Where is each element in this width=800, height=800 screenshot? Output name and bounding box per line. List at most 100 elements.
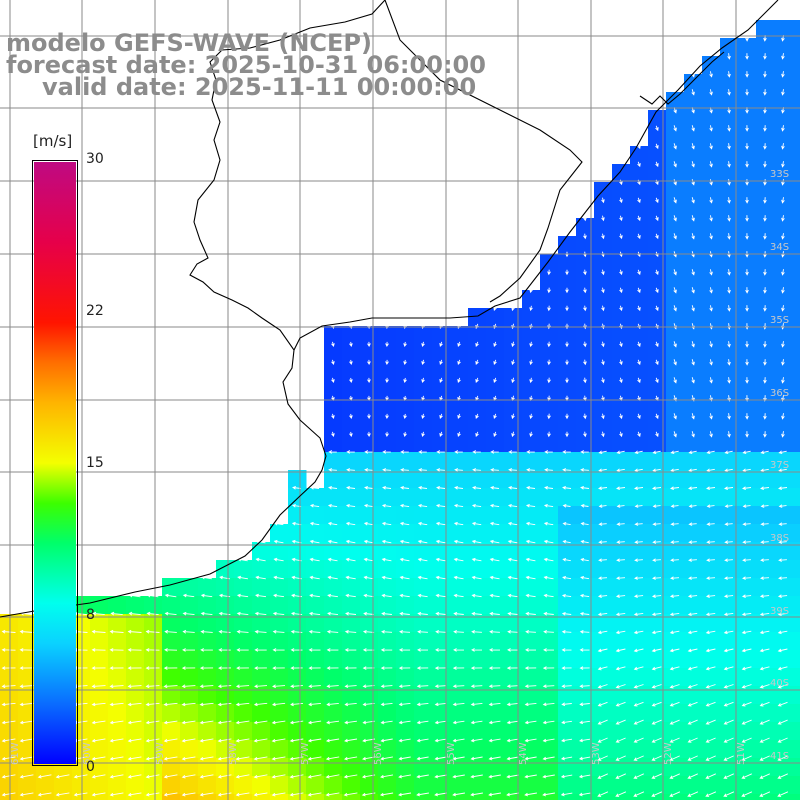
wind-cell — [306, 542, 325, 561]
wind-cell — [720, 38, 739, 57]
wind-cell — [234, 668, 253, 687]
wind-arrow — [781, 233, 785, 240]
wind-cell — [306, 632, 325, 651]
wind-cell — [324, 650, 343, 669]
wind-arrow — [561, 593, 572, 598]
wind-arrow — [580, 485, 590, 490]
wind-arrow — [542, 756, 555, 761]
wind-cell — [342, 686, 361, 705]
wind-arrow — [382, 485, 392, 490]
wind-cell — [540, 362, 559, 381]
colorbar-gradient — [34, 162, 76, 764]
wind-arrow — [289, 774, 304, 779]
wind-cell — [0, 776, 19, 795]
wind-cell — [414, 380, 433, 399]
colorbar-tick-label: 22 — [86, 303, 104, 319]
wind-cell — [594, 776, 613, 795]
wind-arrow — [91, 629, 106, 634]
wind-arrow — [254, 648, 267, 652]
wind-arrow — [271, 792, 286, 797]
wind-cell — [792, 596, 800, 615]
wind-cell — [414, 434, 433, 453]
wind-arrow — [417, 575, 428, 580]
wind-cell — [18, 650, 37, 669]
wind-arrow — [655, 413, 659, 420]
wind-cell — [306, 794, 325, 800]
wind-cell — [540, 398, 559, 417]
wind-arrow — [597, 630, 608, 635]
wind-cell — [558, 542, 577, 561]
wind-arrow — [346, 485, 356, 490]
wind-cell — [630, 308, 649, 327]
wind-cell — [558, 290, 577, 309]
wind-cell — [738, 470, 757, 489]
wind-cell — [558, 650, 577, 669]
wind-cell — [396, 614, 415, 633]
wind-arrow — [781, 143, 785, 150]
longitude-label: 58W — [228, 742, 239, 765]
wind-arrow — [619, 413, 623, 420]
wind-cell — [90, 632, 109, 651]
wind-cell — [558, 308, 577, 327]
wind-cell — [774, 668, 793, 687]
wind-arrow — [633, 612, 644, 617]
wind-arrow — [470, 792, 483, 797]
wind-cell — [558, 416, 577, 435]
wind-cell — [360, 524, 379, 543]
wind-arrow — [673, 161, 677, 168]
wind-arrow — [615, 612, 626, 617]
wind-cell — [324, 344, 343, 363]
wind-arrow — [561, 648, 572, 652]
wind-cell — [360, 596, 379, 615]
wind-cell — [414, 488, 433, 507]
wind-cell — [450, 596, 469, 615]
wind-arrow — [616, 576, 626, 580]
wind-arrow — [615, 666, 626, 671]
wind-arrow — [236, 666, 249, 670]
wind-cell — [540, 290, 559, 309]
wind-arrow — [651, 701, 662, 707]
wind-cell — [648, 236, 667, 255]
wind-cell — [540, 686, 559, 705]
wind-cell — [468, 452, 487, 471]
wind-cell — [648, 488, 667, 507]
wind-cell — [648, 704, 667, 723]
wind-cell — [162, 704, 181, 723]
wind-arrow — [578, 774, 591, 779]
wind-cell — [738, 452, 757, 471]
wind-arrow — [307, 738, 322, 743]
wind-arrow — [382, 468, 391, 472]
wind-arrow — [542, 684, 555, 689]
wind-arrow — [781, 305, 785, 312]
wind-arrow — [382, 450, 391, 454]
wind-arrow — [634, 576, 644, 580]
wind-cell — [252, 560, 271, 579]
wind-arrow — [705, 719, 716, 725]
wind-cell — [576, 398, 595, 417]
wind-arrow — [19, 738, 34, 743]
wind-arrow — [709, 269, 713, 276]
wind-arrow — [597, 684, 608, 689]
wind-arrow — [583, 215, 587, 222]
wind-cell — [180, 650, 199, 669]
wind-cell — [504, 632, 523, 651]
wind-arrow — [583, 341, 587, 348]
wind-arrow — [547, 413, 551, 420]
wind-arrow — [745, 161, 749, 168]
wind-arrow — [380, 720, 393, 725]
wind-cell — [270, 686, 289, 705]
wind-arrow — [344, 684, 357, 689]
wind-cell — [612, 254, 631, 273]
wind-cell — [738, 614, 757, 633]
wind-cell — [648, 686, 667, 705]
wind-cell — [180, 596, 199, 615]
wind-cell — [774, 524, 793, 543]
wind-cell — [216, 560, 235, 579]
wind-arrow — [727, 179, 731, 186]
wind-arrow — [633, 666, 644, 671]
colorbar-tick-label: 8 — [86, 607, 95, 623]
wind-arrow — [362, 629, 375, 634]
wind-arrow — [763, 89, 767, 96]
wind-arrow — [362, 648, 375, 652]
wind-cell — [720, 398, 739, 417]
